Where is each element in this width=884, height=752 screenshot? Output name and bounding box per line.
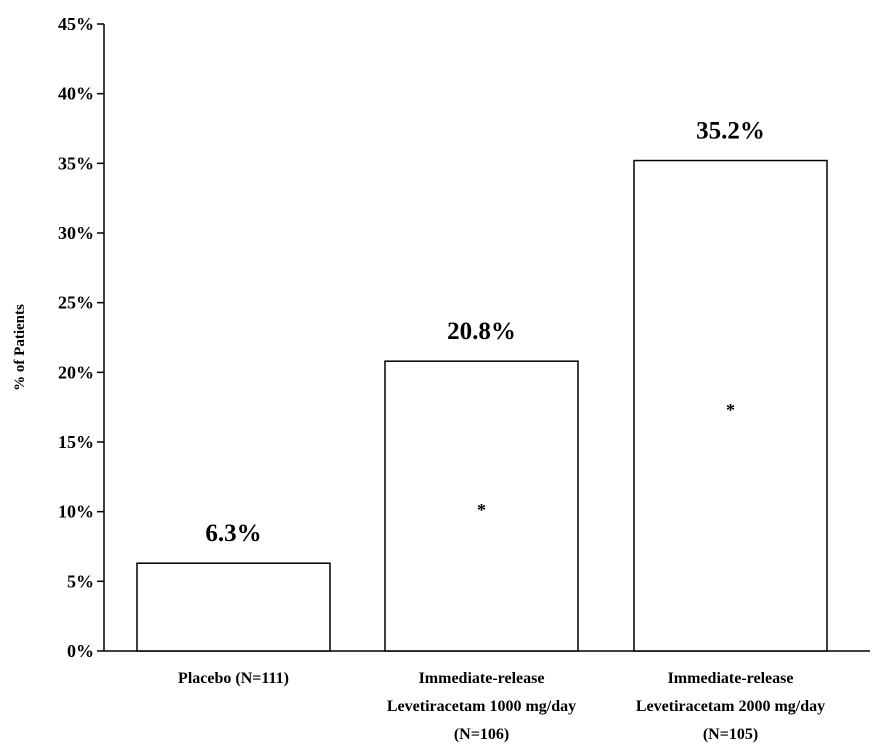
y-tick-label: 5% [67,571,94,591]
x-tick-label: (N=105) [703,726,758,743]
y-tick-label: 15% [58,432,94,452]
y-tick-label: 35% [58,153,94,173]
bar [633,159,828,652]
y-axis-title: % of Patients [12,304,28,391]
data-label: 6.3% [205,520,261,547]
significance-asterisk: * [477,500,486,520]
x-tick-label: (N=106) [454,726,509,743]
x-tick-label: Levetiracetam 2000 mg/day [636,698,825,715]
y-tick-label: 0% [67,641,94,661]
significance-asterisk: * [726,400,735,420]
bar [136,562,331,652]
y-tick-label: 40% [58,84,94,104]
x-tick-label: Immediate-release [668,670,794,687]
labels: 0% 5% 10% 15% 20% 25% 30% 35% 40% 45% 6.3% Placebo … [58,14,825,743]
y-tick-label: 25% [58,293,94,313]
y-tick-label: 45% [58,14,94,34]
data-label: 20.8% [447,318,516,345]
x-tick-label: Placebo (N=111) [178,670,289,687]
bar [384,360,579,652]
y-tick-label: 10% [58,502,94,522]
y-tick-label: 20% [58,362,94,382]
x-tick-label: Levetiracetam 1000 mg/day [387,698,576,715]
bars [136,159,828,652]
data-label: 35.2% [696,118,765,145]
x-tick-label: Immediate-release [419,670,545,687]
y-tick-label: 30% [58,223,94,243]
